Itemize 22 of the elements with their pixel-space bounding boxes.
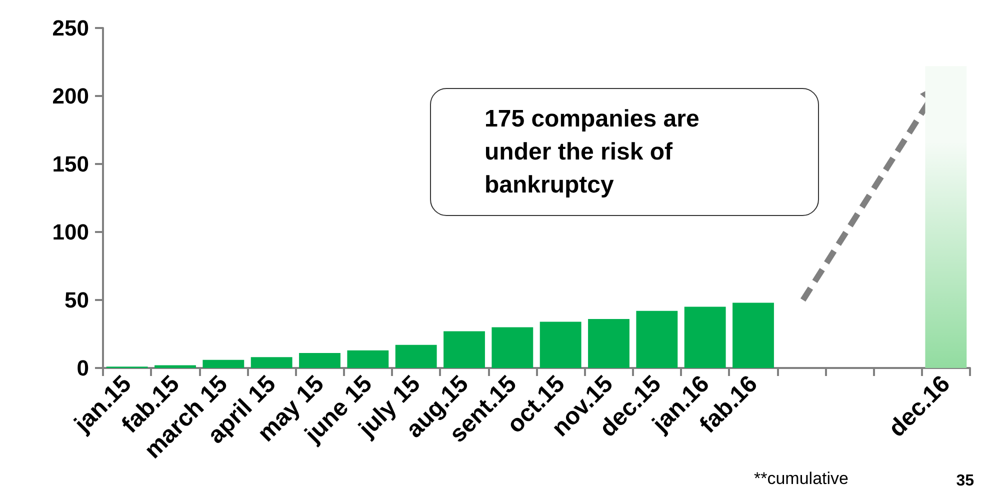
bar — [540, 322, 582, 368]
bar — [684, 306, 726, 368]
bar — [395, 344, 437, 368]
text: 35 — [956, 472, 974, 490]
bar — [154, 365, 196, 368]
bar — [444, 331, 485, 368]
annotation: 175 companies are under the risk of bankruptcy — [484, 106, 706, 198]
bar — [202, 360, 244, 368]
text: **cumulative — [754, 469, 848, 488]
y-tick-label: 100 — [52, 220, 89, 244]
bar — [588, 319, 630, 368]
bar — [250, 357, 292, 368]
bar — [347, 350, 389, 368]
bar — [492, 327, 534, 368]
y-tick-label: 0 — [76, 356, 89, 380]
y-tick-label: 150 — [52, 152, 89, 176]
y-tick-label: 250 — [52, 16, 89, 40]
bar — [732, 302, 774, 368]
y-tick-label: 200 — [52, 84, 89, 108]
y-tick-label: 50 — [64, 288, 89, 312]
bar — [299, 353, 340, 368]
bar — [636, 310, 678, 368]
